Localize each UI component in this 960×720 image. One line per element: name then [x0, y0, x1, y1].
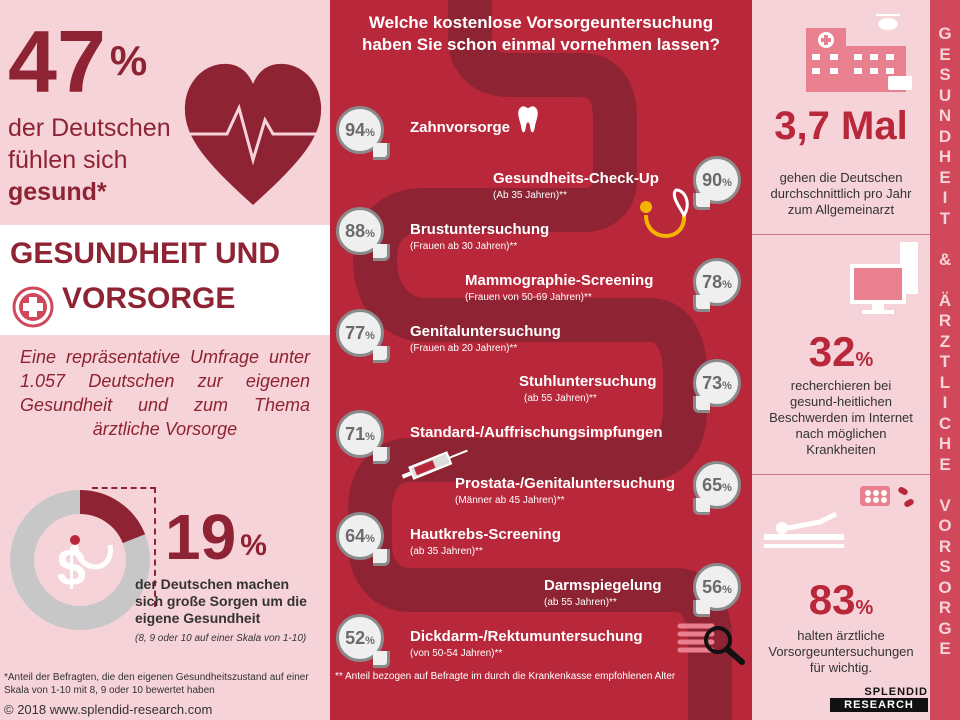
stethoscope-icon: [640, 188, 689, 238]
page-title-line2: VORSORGE: [62, 282, 236, 315]
badge-check-up: 90%: [693, 156, 741, 210]
survey-description: Eine repräsentative Umfrage unter 1.057 …: [20, 347, 310, 439]
stat-47-value: 47%: [8, 12, 148, 111]
stat-important-value: 83%: [808, 576, 874, 623]
right-panel: [752, 0, 930, 720]
copyright: © 2018 www.splendid-research.com: [4, 702, 213, 717]
item-impfungen: Standard-/Auffrischungsimpfungen: [410, 424, 663, 441]
item-brust: Brustuntersuchung (Frauen ab 30 Jahren)**: [410, 221, 550, 252]
separator: [752, 474, 930, 475]
patient-bed-icon: [764, 486, 914, 548]
stat-important-text: halten ärztliche Vorsorgeuntersuchungen …: [768, 628, 914, 675]
footnote: *Anteil der Befragten, die den eigenen G…: [4, 672, 309, 696]
badge-prostata: 65%: [693, 461, 741, 515]
item-mammographie: Mammographie-Screening (Frauen von 50-69 …: [465, 272, 654, 303]
svg-text:$: $: [57, 539, 86, 597]
item-genital: Genitaluntersuchung (Frauen ab 20 Jahren)…: [410, 323, 561, 354]
badge-darmspiegelung: 56%: [693, 563, 741, 617]
badge-hautkrebs: 64%: [336, 512, 390, 566]
vertical-strip: [930, 0, 960, 720]
stat-internet-text: recherchieren bei gesund-heitlichen Besc…: [769, 378, 913, 457]
page-title-line1: GESUNDHEIT UND: [10, 237, 281, 270]
item-stuhl: Stuhluntersuchung (ab 55 Jahren)**: [519, 373, 657, 404]
splendid-research-logo: SPLENDID RESEARCH: [830, 686, 928, 716]
badge-zahnvorsorge: 94%: [336, 106, 390, 160]
item-dickdarm: Dickdarm-/Rektumuntersuchung (von 50-54 J…: [410, 628, 643, 659]
badge-genital: 77%: [336, 309, 390, 363]
syringe-icon: [401, 449, 468, 480]
donut-chart-19: $: [10, 490, 150, 630]
stat-visits-value: 3,7 Mal: [774, 104, 908, 148]
stat-19-value: 19%: [165, 501, 267, 573]
tooth-icon: [518, 106, 538, 133]
stat-47-text: der Deutschen fühlen sich gesund*: [8, 114, 171, 206]
dollar-stethoscope-icon: $: [57, 535, 113, 597]
item-check-up: Gesundheits-Check-Up (Ab 35 Jahren)**: [493, 170, 659, 201]
medical-cross-icon: [12, 286, 54, 328]
item-zahnvorsorge: Zahnvorsorge: [410, 119, 511, 136]
stat-19-text: der Deutschen machen sich große Sorgen u…: [135, 576, 307, 626]
heart-icon: [183, 63, 323, 206]
stat-internet-value: 32%: [808, 328, 874, 375]
item-prostata: Prostata-/Genitaluntersuchung (Männer ab …: [455, 475, 676, 506]
dashed-connector: [92, 487, 156, 607]
item-hautkrebs: Hautkrebs-Screening (ab 35 Jahren)**: [410, 526, 561, 557]
badge-mammographie: 78%: [693, 258, 741, 312]
title-box: [0, 225, 330, 335]
stat-visits-text: gehen die Deutschen durchschnittlich pro…: [770, 170, 912, 217]
computer-icon: [850, 242, 918, 314]
chart-question: Welche kostenlose Vorsorgeuntersuchung h…: [361, 13, 721, 54]
magnifier-icon: [677, 623, 745, 665]
stat-19-scale: (8, 9 oder 10 auf einer Skala von 1-10): [135, 633, 307, 644]
badge-brust: 88%: [336, 207, 390, 261]
hospital-icon: [806, 14, 912, 92]
item-darmspiegelung: Darmspiegelung (ab 55 Jahren)**: [544, 577, 662, 608]
separator: [752, 234, 930, 235]
badge-impfungen: 71%: [336, 410, 390, 464]
serpentine-track: [348, 0, 732, 720]
donut-arc: [79, 490, 146, 544]
middle-footnote: ** Anteil bezogen auf Befragte im durch …: [335, 671, 676, 682]
badge-stuhl: 73%: [693, 359, 741, 413]
badge-dickdarm: 52%: [336, 614, 390, 668]
